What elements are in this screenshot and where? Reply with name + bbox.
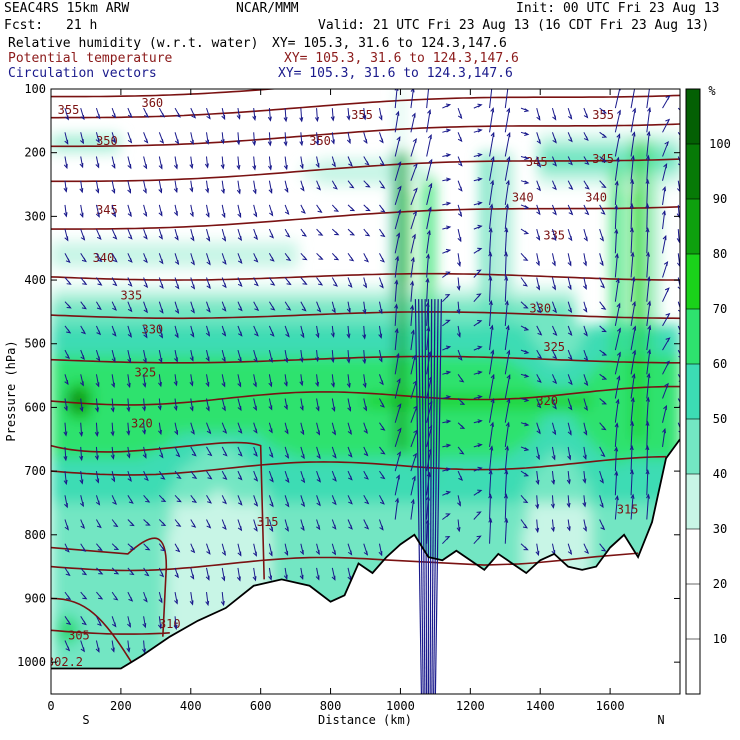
theta-label-24: 302.2 bbox=[47, 655, 83, 669]
colorbar-bin-0 bbox=[686, 529, 700, 694]
theta-contours: 3603553553553503503453453453403403403353… bbox=[47, 89, 680, 669]
theta-label-11: 340 bbox=[93, 251, 115, 265]
colorbar: 10 20 30 40 50 60 70 80 90 100 bbox=[685, 88, 731, 695]
y-tick-700: 700 bbox=[24, 464, 46, 478]
x-tick-1200: 1200 bbox=[456, 699, 485, 713]
field-name-theta: Potential temperature bbox=[8, 51, 173, 66]
colorbar-bin-4 bbox=[686, 309, 700, 364]
theta-contour-340 bbox=[51, 206, 680, 230]
colorbar-tick-20: 20 bbox=[713, 577, 727, 591]
theta-label-23: 305 bbox=[68, 628, 90, 642]
colorbar-unit: % bbox=[708, 84, 716, 98]
colorbar-tick-70: 70 bbox=[713, 302, 727, 316]
theta-contour-315 bbox=[51, 455, 667, 476]
init-time: Init: 00 UTC Fri 23 Aug 13 bbox=[516, 1, 720, 16]
forecast-hour: 21 h bbox=[66, 18, 98, 33]
theta-label-6: 345 bbox=[526, 155, 548, 169]
x-tick-1000: 1000 bbox=[386, 699, 415, 713]
terrain-profile bbox=[51, 438, 680, 670]
colorbar-tick-80: 80 bbox=[713, 247, 727, 261]
theta-label-20: 315 bbox=[257, 515, 279, 529]
x-tick-600: 600 bbox=[250, 699, 272, 713]
colorbar-tick-30: 30 bbox=[713, 522, 727, 536]
x-tick-400: 400 bbox=[180, 699, 202, 713]
theta-label-15: 330 bbox=[141, 323, 163, 337]
colorbar-bin-1 bbox=[686, 474, 700, 529]
y-tick-200: 200 bbox=[24, 146, 46, 160]
x-tick-200: 200 bbox=[110, 699, 132, 713]
theta-label-13: 335 bbox=[121, 288, 143, 302]
field-xy-rh: XY= 105.3, 31.6 to 124.3,147.6 bbox=[272, 36, 507, 51]
colorbar-bin-7 bbox=[686, 144, 700, 199]
theta-contour-345 bbox=[51, 158, 680, 183]
x-end-label-north: N bbox=[657, 713, 664, 727]
theta-label-3: 355 bbox=[592, 108, 614, 122]
colorbar-tick-60: 60 bbox=[713, 357, 727, 371]
theta-label-9: 340 bbox=[512, 190, 534, 204]
y-tick-800: 800 bbox=[24, 528, 46, 542]
colorbar-tick-40: 40 bbox=[713, 467, 727, 481]
x-tick-1400: 1400 bbox=[526, 699, 555, 713]
colorbar-tick-10: 10 bbox=[713, 632, 727, 646]
colorbar-tick-90: 90 bbox=[713, 192, 727, 206]
field-xy-theta: XY= 105.3, 31.6 to 124.3,147.6 bbox=[284, 51, 519, 66]
organization: NCAR/MMM bbox=[236, 1, 299, 16]
colorbar-bin-5 bbox=[686, 254, 700, 309]
x-tick-0: 0 bbox=[47, 699, 54, 713]
theta-contour-355 bbox=[51, 94, 680, 119]
x-axis-label: Distance (km) bbox=[318, 713, 412, 727]
y-tick-300: 300 bbox=[24, 209, 46, 223]
theta-label-1: 355 bbox=[58, 103, 80, 117]
plot-frame bbox=[50, 88, 681, 695]
y-tick-600: 600 bbox=[24, 400, 46, 414]
theta-contour-305 bbox=[51, 629, 170, 635]
model-title: SEAC4RS 15km ARW bbox=[4, 1, 130, 16]
theta-contour-310-branch bbox=[51, 537, 168, 637]
colorbar-bin-6 bbox=[686, 199, 700, 254]
terrain-line bbox=[51, 438, 680, 670]
theta-contour-350 bbox=[51, 123, 680, 148]
theta-label-10: 340 bbox=[585, 190, 607, 204]
x-tick-800: 800 bbox=[320, 699, 342, 713]
field-xy-vectors: XY= 105.3, 31.6 to 124.3,147.6 bbox=[278, 66, 513, 81]
colorbar-bin-3 bbox=[686, 364, 700, 419]
axes: 0 200 400 600 800 1000 1200 1400 1600 100 200 300 40… bbox=[17, 82, 680, 713]
y-tick-500: 500 bbox=[24, 337, 46, 351]
theta-contour-320 bbox=[51, 385, 680, 406]
field-name-vectors: Circulation vectors bbox=[8, 66, 157, 81]
colorbar-tick-50: 50 bbox=[713, 412, 727, 426]
colorbar-bin-2 bbox=[686, 419, 700, 474]
forecast-label: Fcst: bbox=[4, 18, 44, 33]
theta-label-18: 320 bbox=[536, 394, 558, 408]
below-ground-area bbox=[51, 439, 680, 694]
theta-label-22: 310 bbox=[159, 617, 181, 631]
theta-label-5: 350 bbox=[309, 134, 331, 148]
x-tick-1600: 1600 bbox=[596, 699, 625, 713]
theta-contour-360 bbox=[51, 89, 282, 98]
theta-label-21: 315 bbox=[617, 502, 639, 516]
y-tick-100: 100 bbox=[24, 82, 46, 96]
y-tick-1000: 1000 bbox=[17, 655, 46, 669]
theta-contour-305-branch bbox=[51, 597, 133, 663]
x-end-label-south: S bbox=[82, 713, 89, 727]
theta-label-19: 320 bbox=[131, 416, 153, 430]
theta-contour-310 bbox=[51, 552, 639, 572]
y-tick-400: 400 bbox=[24, 273, 46, 287]
valid-time: Valid: 21 UTC Fri 23 Aug 13 (16 CDT Fri … bbox=[318, 18, 710, 33]
circulation-vectors bbox=[63, 89, 680, 694]
colorbar-bin-8 bbox=[686, 89, 700, 144]
theta-contour-335 bbox=[51, 272, 680, 281]
y-tick-900: 900 bbox=[24, 591, 46, 605]
theta-label-4: 350 bbox=[96, 134, 118, 148]
colorbar-tick-100: 100 bbox=[709, 137, 731, 151]
theta-label-0: 360 bbox=[141, 96, 163, 110]
theta-label-2: 355 bbox=[351, 108, 373, 122]
field-name-rh: Relative humidity (w.r.t. water) bbox=[8, 36, 259, 51]
theta-label-17: 325 bbox=[135, 365, 157, 379]
y-axis-label: Pressure (hPa) bbox=[4, 340, 18, 441]
theta-contour-325 bbox=[51, 355, 680, 364]
theta-label-16: 325 bbox=[543, 340, 565, 354]
